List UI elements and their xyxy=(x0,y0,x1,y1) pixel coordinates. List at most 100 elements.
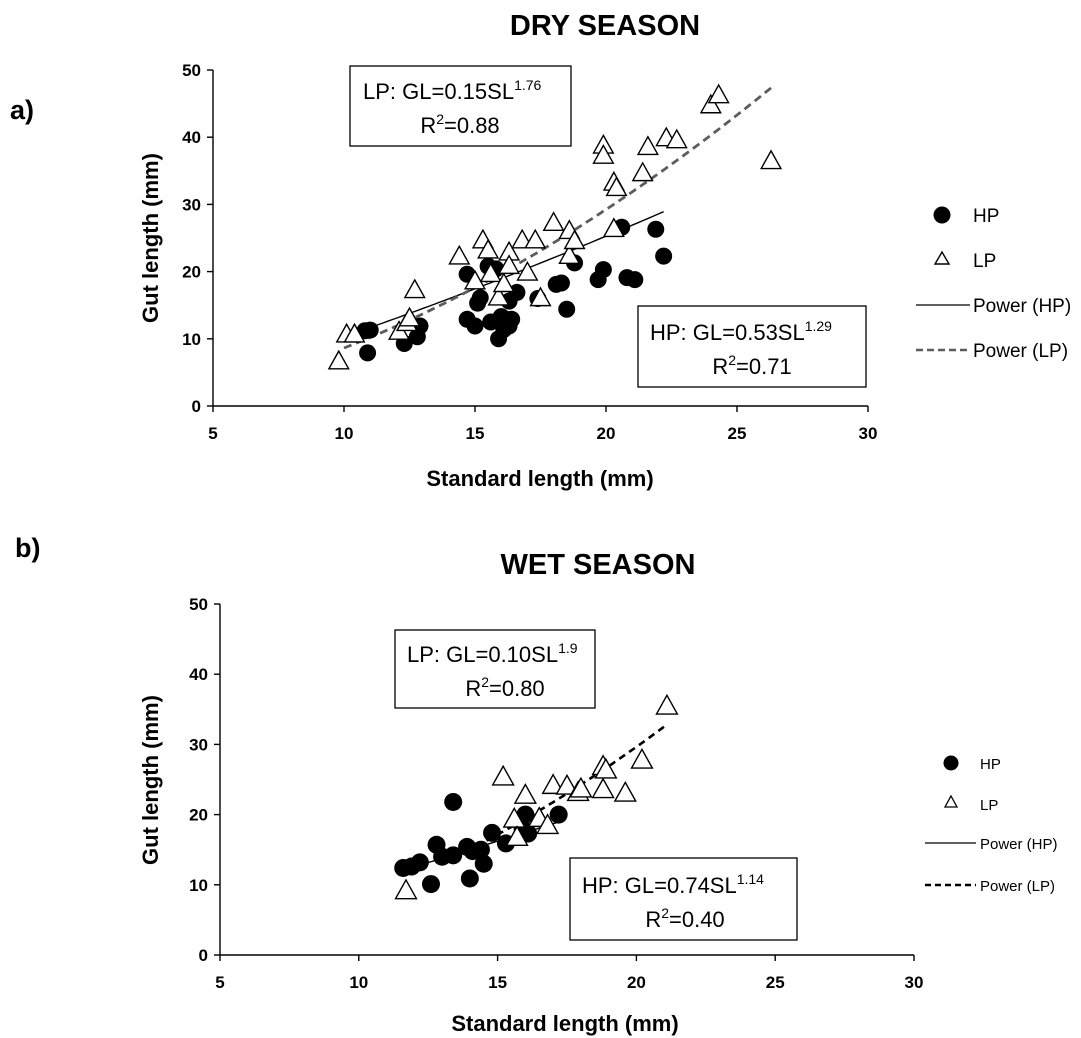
y-tick-label: 10 xyxy=(189,876,208,895)
legend-label-hp: HP xyxy=(973,206,999,227)
equation-text: LP: GL=0.15SL1.76 xyxy=(363,77,542,104)
hp-point xyxy=(549,805,568,824)
legend-marker-lp xyxy=(943,794,959,808)
hp-point xyxy=(474,854,493,873)
equation-text: LP: GL=0.10SL1.9 xyxy=(407,640,578,667)
hp-point xyxy=(626,271,644,289)
lp-point xyxy=(403,278,426,299)
panel-label-a: a) xyxy=(10,95,34,125)
lp-point xyxy=(760,149,783,170)
hp-point xyxy=(421,875,440,894)
x-tick-label: 25 xyxy=(728,424,747,443)
hp-point xyxy=(508,283,526,301)
hp-point xyxy=(471,289,489,307)
hp-point xyxy=(444,846,463,865)
y-tick-label: 40 xyxy=(182,128,201,147)
lp-point xyxy=(569,776,593,798)
lp-point xyxy=(491,764,515,786)
hp-point xyxy=(460,869,479,888)
lp-point xyxy=(594,757,618,779)
y-tick-label: 0 xyxy=(199,946,208,965)
lp-point xyxy=(591,777,615,799)
x-tick-label: 30 xyxy=(905,973,924,992)
lp-point xyxy=(498,254,521,275)
lp-point xyxy=(541,773,565,795)
annotation-box xyxy=(637,305,867,388)
annotation-lp-dry: LP: GL=0.15SL1.76 R2=0.88 xyxy=(349,65,572,147)
legend-marker-hp xyxy=(943,755,959,771)
lp-point xyxy=(477,238,500,259)
panel-label-b: b) xyxy=(15,533,40,563)
r2-text: R2=0.80 xyxy=(465,674,544,701)
equation-text: HP: GL=0.53SL1.29 xyxy=(650,318,832,345)
legend-marker-lp xyxy=(933,250,951,265)
hp-point xyxy=(647,220,665,238)
chart-title-wet: WET SEASON xyxy=(501,549,696,581)
lp-point xyxy=(563,229,586,250)
lp-point xyxy=(502,806,526,828)
hp-point xyxy=(503,310,521,328)
x-axis-label-wet: Standard length (mm) xyxy=(451,1011,678,1036)
equation-text: HP: GL=0.74SL1.14 xyxy=(582,871,764,898)
x-tick-label: 5 xyxy=(215,973,224,992)
hp-point xyxy=(552,274,570,292)
x-tick-label: 20 xyxy=(627,973,646,992)
legend-marker-hp xyxy=(933,206,951,224)
y-tick-label: 40 xyxy=(189,665,208,684)
y-tick-label: 20 xyxy=(189,806,208,825)
y-tick-label: 50 xyxy=(189,595,208,614)
lp-point xyxy=(463,269,487,290)
lp-point xyxy=(529,286,552,307)
lp-point xyxy=(535,813,560,835)
equation-exponent: 1.76 xyxy=(514,77,541,93)
lp-point xyxy=(699,93,722,114)
hp-point xyxy=(359,344,377,362)
r2-text: R2=0.40 xyxy=(645,905,724,932)
hp-point xyxy=(558,300,576,318)
x-tick-label: 15 xyxy=(488,973,507,992)
y-tick-label: 0 xyxy=(192,397,201,416)
lp-point xyxy=(655,693,679,715)
legend-label-power-hp: Power (HP) xyxy=(980,836,1058,853)
y-tick-label: 30 xyxy=(189,735,208,754)
equation-label: LP: GL=0.15SL xyxy=(363,79,514,104)
lp-point xyxy=(558,244,581,264)
fit-line-power-lp xyxy=(343,86,772,350)
legend-label-lp: LP xyxy=(980,797,998,814)
lp-point xyxy=(343,322,366,343)
annotation-box xyxy=(349,65,572,147)
lp-point xyxy=(592,144,615,164)
lp-point xyxy=(542,211,565,232)
legend-wet: HP LP Power (HP) Power (LP) xyxy=(925,755,1058,895)
hp-point xyxy=(483,823,502,842)
y-tick-label: 10 xyxy=(182,330,201,349)
lp-point xyxy=(605,176,628,197)
hp-point xyxy=(361,321,379,339)
y-tick-label: 20 xyxy=(182,263,201,282)
x-tick-label: 20 xyxy=(597,424,616,443)
lp-point xyxy=(479,262,502,283)
lp-point xyxy=(492,272,515,293)
lp-point xyxy=(398,306,421,327)
plot-area-dry: 5 10 15 20 25 30 0 10 20 30 40 50 xyxy=(182,61,877,443)
x-tick-label: 15 xyxy=(466,424,485,443)
chart-title-dry: DRY SEASON xyxy=(510,10,700,42)
lp-point xyxy=(524,228,547,249)
x-axis-label-dry: Standard length (mm) xyxy=(426,466,653,491)
lp-point xyxy=(327,349,350,370)
hp-point xyxy=(471,840,490,859)
x-tick-label: 10 xyxy=(349,973,368,992)
x-tick-label: 25 xyxy=(766,973,785,992)
legend-label-hp: HP xyxy=(980,756,1001,773)
lp-point xyxy=(448,244,471,265)
y-axis-label-wet: Gut length (mm) xyxy=(138,695,163,865)
x-tick-label: 5 xyxy=(208,424,217,443)
lp-point xyxy=(707,83,730,104)
hp-point xyxy=(410,853,429,872)
y-tick-label: 50 xyxy=(182,61,201,80)
lp-point xyxy=(631,161,654,182)
r2-text: R2=0.88 xyxy=(420,111,499,138)
annotation-lp-wet: LP: GL=0.10SL1.9 R2=0.80 xyxy=(394,629,596,709)
legend-label-lp: LP xyxy=(973,251,996,272)
